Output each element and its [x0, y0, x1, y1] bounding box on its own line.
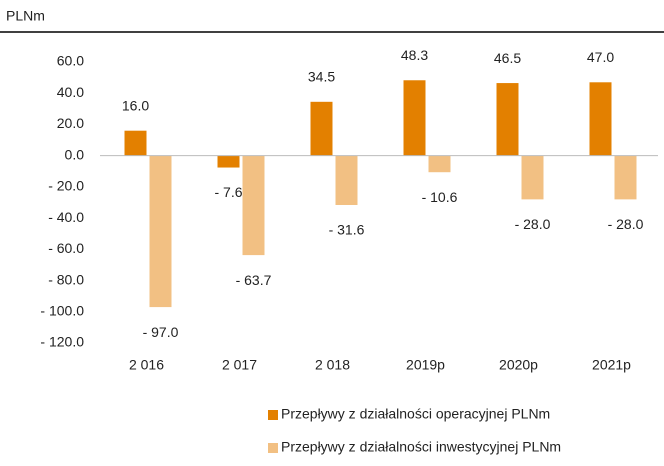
y-tick-label: 0.0 [65, 146, 85, 162]
value-label: 34.5 [308, 69, 335, 85]
y-tick-label: - 120.0 [40, 334, 84, 350]
x-tick-label: 2020p [499, 357, 538, 373]
bar [310, 101, 333, 156]
bar [335, 155, 358, 205]
value-label: - 7.6 [214, 184, 242, 200]
value-label: - 28.0 [608, 216, 644, 232]
bar [149, 155, 172, 308]
y-tick-label: - 20.0 [48, 178, 84, 194]
legend-label: Przepływy z działalności operacyjnej PLN… [281, 406, 550, 422]
legend-label: Przepływy z działalności inwestycyjnej P… [281, 439, 561, 455]
value-label: - 28.0 [515, 216, 551, 232]
value-label: - 97.0 [143, 324, 179, 340]
y-tick-label: - 100.0 [40, 302, 84, 318]
unit-label: PLNm [6, 8, 45, 24]
y-tick-label: 20.0 [57, 115, 84, 131]
value-label: 46.5 [494, 50, 521, 66]
y-tick-label: - 80.0 [48, 271, 84, 287]
value-label: - 10.6 [422, 189, 458, 205]
value-label: - 31.6 [329, 222, 365, 238]
bar [428, 155, 451, 173]
legend-swatch [268, 410, 278, 420]
value-label: - 63.7 [236, 272, 272, 288]
y-tick-label: - 40.0 [48, 209, 84, 225]
bar [614, 155, 637, 200]
bar [217, 155, 240, 168]
y-tick-label: - 60.0 [48, 240, 84, 256]
value-label: 47.0 [587, 49, 614, 65]
bar [496, 83, 519, 156]
bar [589, 82, 612, 156]
y-tick-label: 40.0 [57, 84, 84, 100]
x-tick-label: 2 018 [315, 357, 350, 373]
value-label: 16.0 [122, 97, 149, 113]
x-tick-label: 2 016 [129, 357, 164, 373]
legend-swatch [268, 443, 278, 453]
value-label: 48.3 [401, 47, 428, 63]
bar [403, 80, 426, 156]
y-tick-label: 60.0 [57, 53, 84, 69]
x-tick-label: 2021p [592, 357, 631, 373]
bar [242, 155, 265, 256]
bar [521, 155, 544, 200]
x-tick-label: 2 017 [222, 357, 257, 373]
bar [124, 130, 147, 156]
x-tick-label: 2019p [406, 357, 445, 373]
